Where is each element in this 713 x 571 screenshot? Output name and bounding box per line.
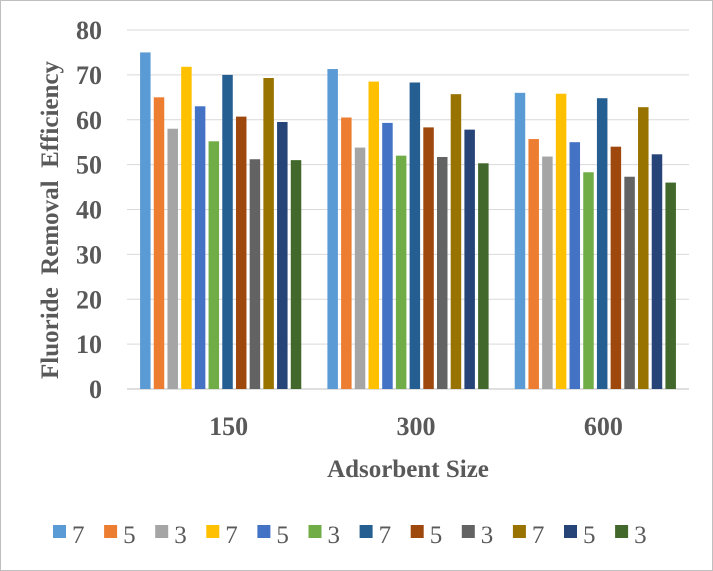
bar-150-series-3 [167, 128, 178, 389]
y-tick-label: 80 [76, 16, 102, 45]
bar-150-series-8 [235, 116, 247, 389]
bar-150-series-11 [277, 121, 288, 390]
legend-swatch [155, 525, 169, 538]
bar-600-series-4 [555, 93, 567, 389]
legend-swatch [53, 525, 66, 538]
legend-label: 7 [379, 522, 392, 549]
legend-swatch [308, 525, 322, 538]
legend-label: 3 [634, 522, 647, 549]
y-tick-label: 10 [76, 330, 102, 359]
bar-300-series-3 [354, 147, 366, 389]
y-axis-ticks: 0 10 20 30 40 50 60 70 80 [76, 16, 102, 404]
bar-150-series-12 [290, 160, 302, 389]
legend-swatch [359, 525, 373, 538]
bar-600-series-12 [665, 182, 676, 389]
x-tick-label: 300 [397, 412, 436, 441]
legend-label: 7 [532, 522, 545, 549]
x-tick-label: 600 [584, 412, 623, 441]
bar-600-series-6 [583, 172, 594, 389]
legend: 7 5 3 7 5 3 7 5 3 7 5 3 [53, 522, 647, 549]
bar-300-series-11 [464, 129, 475, 389]
bar-600-series-8 [610, 146, 622, 389]
bar-600-series-7 [596, 98, 608, 390]
bar-150-series-5 [194, 106, 206, 389]
bar-300-series-4 [368, 81, 379, 389]
legend-label: 5 [276, 522, 289, 549]
bar-150-series-10 [263, 78, 274, 390]
bar-600-series-2 [528, 139, 539, 389]
legend-label: 5 [430, 522, 443, 549]
bar-600-series-10 [638, 107, 649, 389]
bar-600-series-3 [542, 156, 553, 389]
x-tick-label: 150 [209, 412, 248, 441]
bar-300-series-6 [395, 155, 407, 389]
bar-600-series-9 [624, 176, 635, 389]
bar-600-series-1 [514, 92, 526, 389]
legend-swatch [206, 525, 220, 538]
bar-300-series-2 [341, 117, 352, 389]
bar-150-series-1 [140, 52, 151, 389]
y-tick-label: 20 [76, 285, 102, 314]
x-axis-ticks: 150 300 600 [209, 412, 623, 441]
y-tick-label: 60 [76, 106, 102, 135]
bars [140, 52, 676, 390]
legend-label: 5 [123, 522, 136, 549]
y-tick-label: 30 [76, 240, 102, 269]
bar-600-series-5 [569, 142, 581, 389]
bar-150-series-4 [181, 66, 192, 390]
legend-swatch [461, 525, 475, 538]
legend-label: 5 [583, 522, 596, 549]
legend-swatch [257, 525, 271, 538]
legend-swatch [410, 525, 424, 538]
y-tick-label: 40 [76, 196, 102, 225]
bar-150-series-6 [208, 141, 220, 389]
bar-600-series-11 [651, 154, 663, 389]
bar-150-series-2 [153, 97, 165, 389]
legend-swatch [104, 525, 118, 538]
y-tick-label: 70 [76, 61, 102, 90]
legend-label: 7 [225, 522, 238, 549]
bar-150-series-9 [249, 159, 261, 389]
legend-swatch [512, 525, 526, 538]
bar-300-series-1 [327, 69, 338, 389]
x-axis-title: Adsorbent Size [327, 456, 489, 483]
gridlines [127, 29, 689, 390]
legend-label: 7 [72, 522, 85, 549]
legend-swatch [564, 525, 577, 538]
y-tick-label: 0 [89, 375, 102, 404]
y-tick-label: 50 [76, 151, 102, 180]
legend-label: 3 [328, 522, 341, 549]
bar-300-series-10 [450, 94, 462, 389]
legend-label: 3 [174, 522, 187, 549]
y-axis-title: Fluoride Removal Efficiency [37, 61, 64, 379]
bar-300-series-8 [423, 127, 434, 389]
bar-300-series-12 [478, 163, 489, 389]
legend-swatch [615, 525, 629, 538]
bar-300-series-5 [382, 122, 393, 390]
bar-300-series-7 [409, 82, 421, 389]
bar-300-series-9 [437, 156, 448, 389]
bar-150-series-7 [222, 74, 233, 389]
legend-label: 3 [481, 522, 494, 549]
